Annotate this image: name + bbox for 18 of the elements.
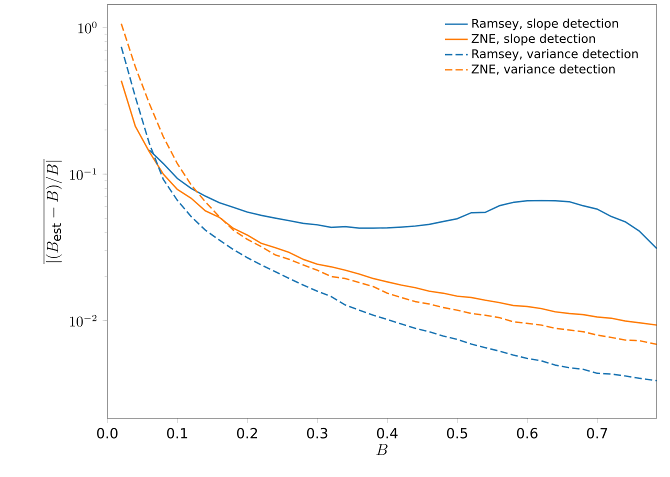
x-tick-label: 0.0 (97, 428, 118, 438)
legend-label: Ramsey, variance detection (472, 49, 638, 61)
x-tick-label: 0.3 (307, 428, 328, 438)
legend-label: ZNE, variance detection (472, 64, 615, 75)
y-tick-label: $10^{-2}$ (70, 314, 96, 327)
x-tick-label: 0.6 (517, 428, 538, 438)
x-tick-label: 0.1 (167, 428, 188, 438)
x-tick-label: 0.2 (237, 428, 258, 438)
y-tick-label: $10^{0}$ (78, 22, 97, 34)
x-tick-label: 0.7 (587, 428, 608, 438)
line-series (120, 46, 657, 382)
x-axis-title: $B$ (376, 444, 388, 456)
x-tick-label: 0.5 (447, 428, 468, 438)
legend-label: Ramsey, slope detection (472, 18, 618, 30)
y-axis-title: $\overline{|(B_{\mathrm{est}}-B)/B|}$ (44, 158, 62, 264)
y-tick-label: $10^{-1}$ (70, 168, 96, 180)
legend-label: ZNE, slope detection (472, 34, 595, 46)
x-tick-label: 0.4 (377, 428, 398, 438)
